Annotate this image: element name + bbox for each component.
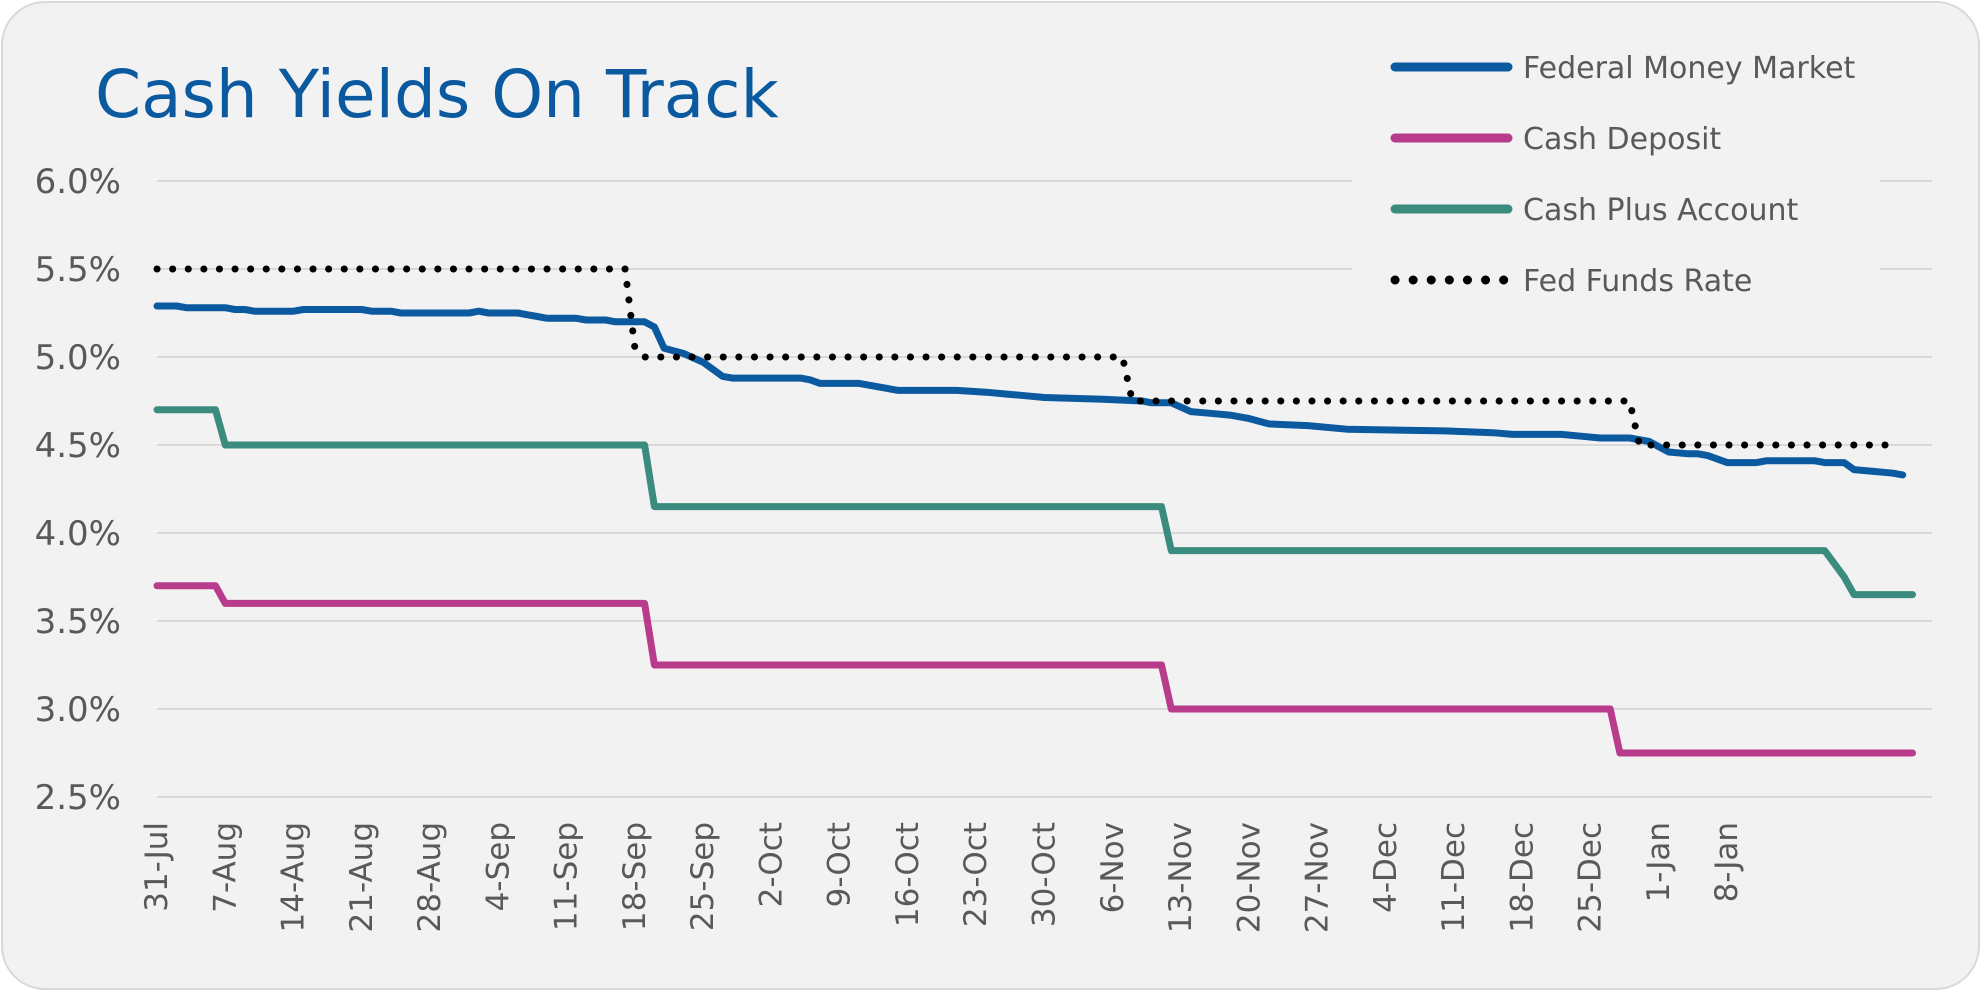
x-tick-label: 4-Dec [1368, 822, 1404, 913]
x-tick-label: 31-Jul [139, 822, 175, 912]
x-tick-label: 30-Oct [1027, 822, 1063, 927]
legend-label: Fed Funds Rate [1523, 264, 1752, 299]
y-tick-label: 5.5% [35, 250, 121, 290]
y-tick-label: 3.0% [35, 690, 121, 730]
y-tick-label: 5.0% [35, 338, 121, 378]
x-tick-label: 8-Jan [1709, 822, 1745, 902]
x-tick-label: 9-Oct [822, 822, 858, 907]
x-tick-label: 14-Aug [276, 822, 312, 932]
y-axis-tick-labels: 6.0% 5.5% 5.0% 4.5% 4.0% 3.5% 3.0% 2.5% [35, 162, 121, 818]
x-tick-label: 25-Sep [685, 822, 721, 931]
chart-title: Cash Yields On Track [95, 56, 779, 133]
x-axis-tick-labels: 31-Jul 7-Aug 14-Aug 21-Aug 28-Aug 4-Sep 11-Sep… [139, 822, 1745, 933]
x-tick-label: 7-Aug [207, 822, 243, 913]
legend-background [1352, 40, 1880, 310]
x-tick-label: 13-Nov [1163, 822, 1199, 933]
x-tick-label: 28-Aug [412, 822, 448, 932]
legend-label: Cash Plus Account [1523, 193, 1798, 228]
legend-label: Federal Money Market [1523, 51, 1856, 86]
x-tick-label: 20-Nov [1231, 822, 1267, 933]
y-tick-label: 4.5% [35, 426, 121, 466]
x-tick-label: 21-Aug [344, 822, 380, 932]
legend: Federal Money Market Cash Deposit Cash Plu… [1352, 40, 1880, 310]
x-tick-label: 27-Nov [1300, 822, 1336, 933]
x-tick-label: 11-Sep [549, 822, 585, 931]
x-tick-label: 1-Jan [1641, 822, 1677, 902]
legend-label: Cash Deposit [1523, 122, 1721, 157]
x-tick-label: 4-Sep [480, 822, 516, 911]
series-line-federal-money-market [153, 302, 1907, 479]
series-line-cash-plus-account [153, 406, 1916, 599]
x-tick-label: 18-Dec [1504, 822, 1540, 933]
x-tick-label: 16-Oct [890, 822, 926, 927]
y-tick-label: 2.5% [35, 778, 121, 818]
x-tick-label: 6-Nov [1095, 822, 1131, 913]
y-tick-label: 4.0% [35, 514, 121, 554]
x-tick-label: 11-Dec [1436, 822, 1472, 933]
x-tick-label: 18-Sep [617, 822, 653, 931]
y-tick-label: 3.5% [35, 602, 121, 642]
series-lines [153, 265, 1916, 757]
x-tick-label: 25-Dec [1573, 822, 1609, 933]
y-tick-label: 6.0% [35, 162, 121, 202]
x-tick-label: 2-Oct [753, 822, 789, 907]
x-tick-label: 23-Oct [958, 822, 994, 927]
series-line-cash-deposit [153, 582, 1916, 757]
